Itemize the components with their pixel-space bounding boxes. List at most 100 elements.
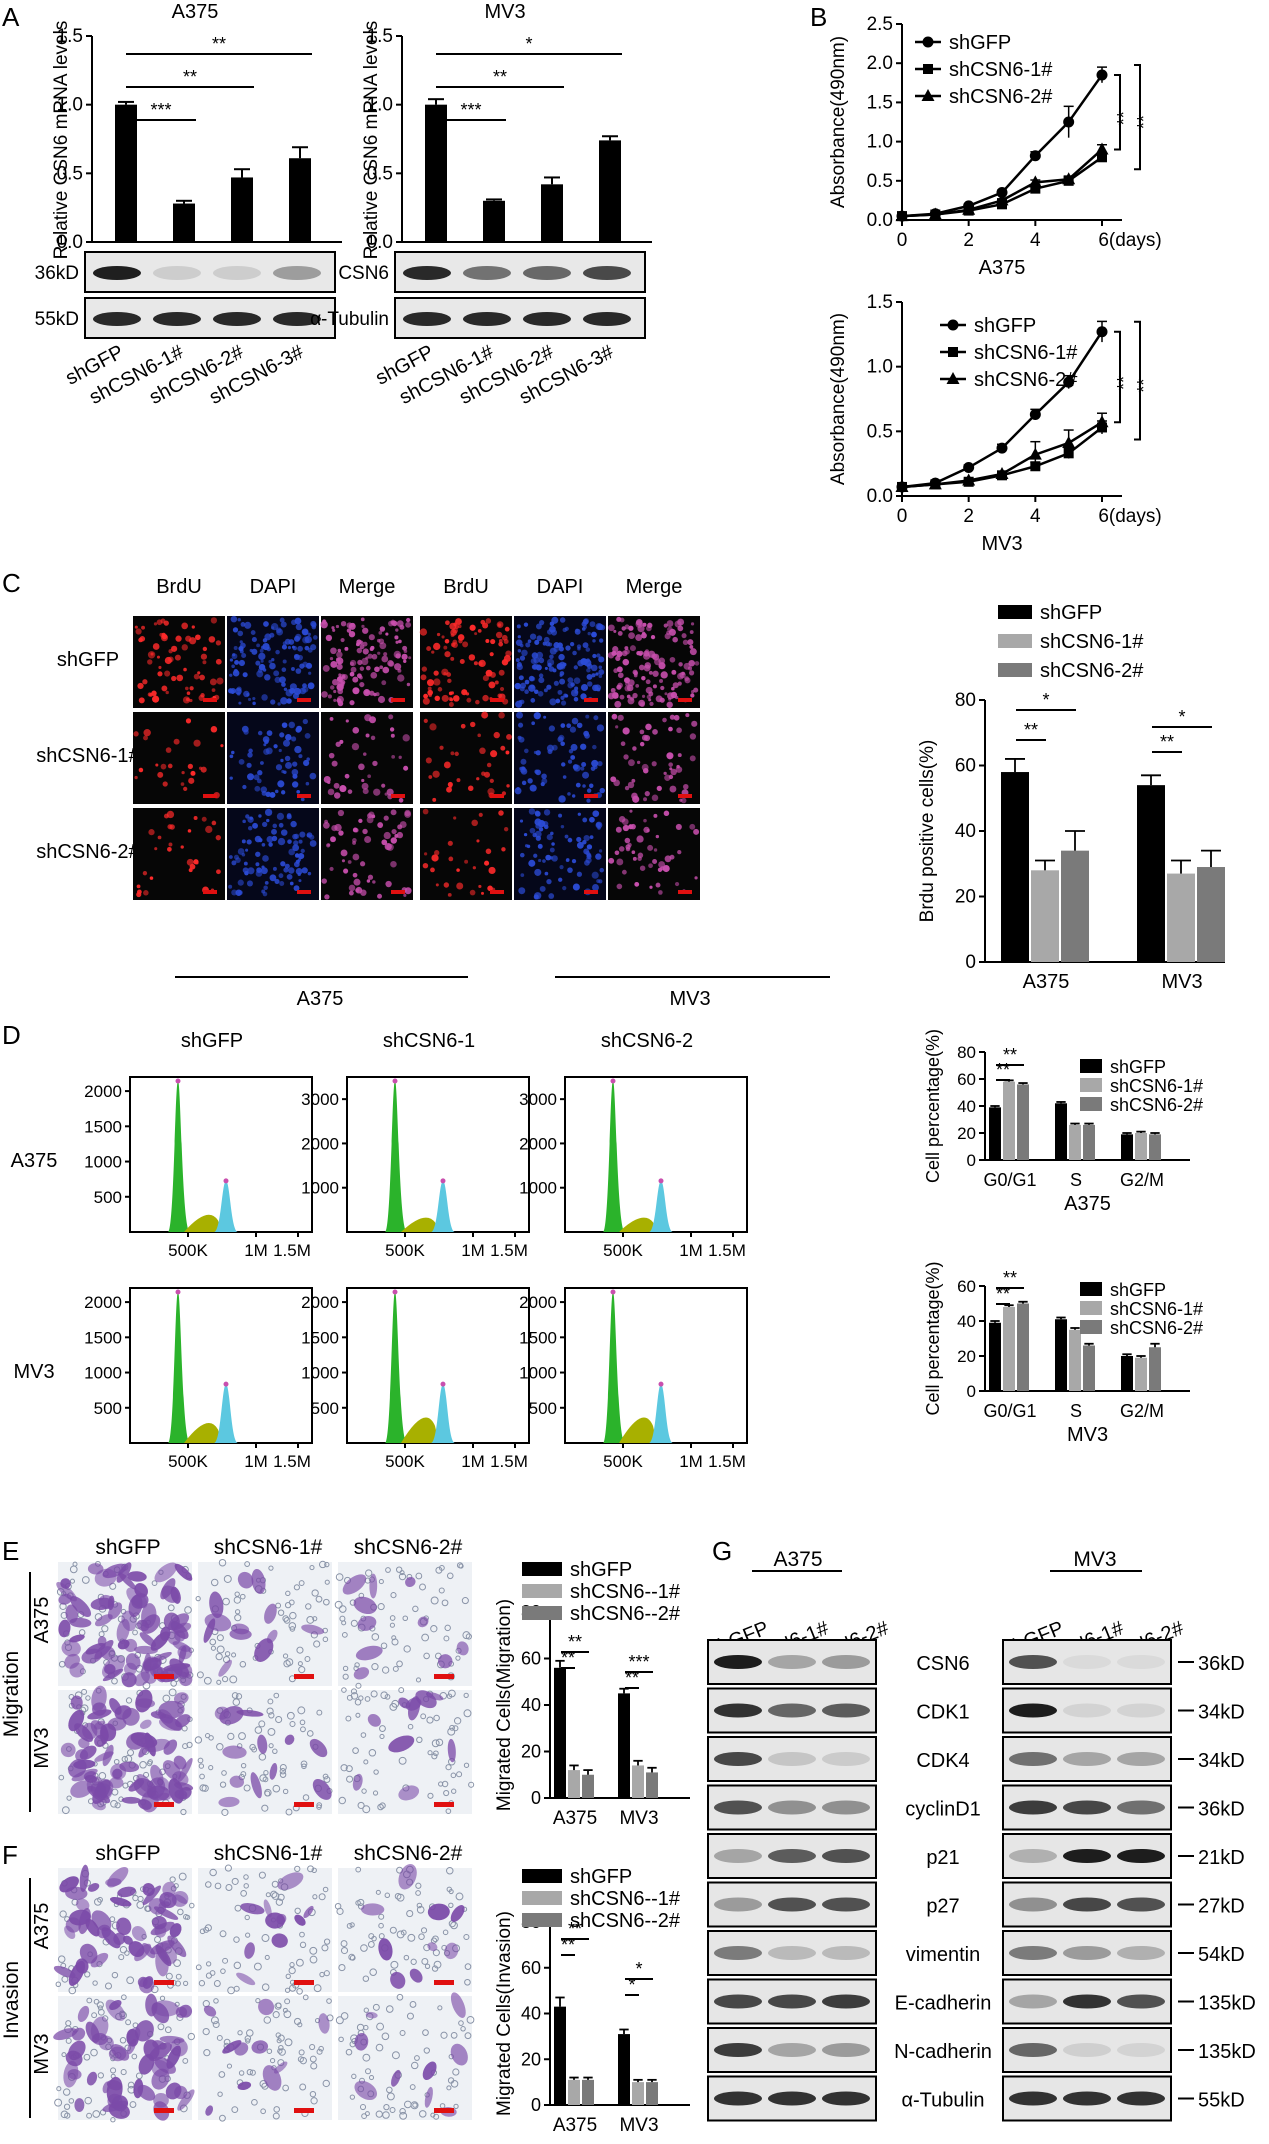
panel-e-pore	[420, 1713, 427, 1720]
panel-c-nucleus	[621, 626, 626, 631]
panel-c-group-label: MV3	[669, 988, 710, 1010]
panel-f-pore	[92, 1980, 98, 1986]
panel-c-nucleus	[498, 669, 505, 676]
panel-b-point	[996, 442, 1008, 454]
panel-e-pore	[371, 1663, 379, 1671]
panel-g-band	[1063, 1849, 1111, 1863]
panel-c-nucleus	[677, 681, 682, 686]
panel-g-band	[714, 1800, 762, 1815]
panel-g-band	[1009, 1655, 1057, 1669]
panel-f-chart-bar	[568, 2079, 580, 2105]
panel-f-cell	[258, 1998, 275, 2016]
panel-f-pore	[284, 1987, 291, 1993]
panel-f-pore	[224, 1864, 232, 1872]
panel-a-band	[93, 312, 141, 326]
panel-e-pore	[110, 1799, 118, 1808]
panel-f-pore	[233, 1985, 240, 1992]
panel-f-pore	[309, 1946, 318, 1955]
panel-e-pore	[338, 1605, 347, 1613]
panel-c-nucleus	[162, 781, 168, 787]
panel-c-nucleus	[472, 866, 476, 870]
panel-c-nucleus	[263, 748, 270, 755]
panel-e-cell	[173, 1692, 189, 1705]
panel-e-pore	[221, 1770, 227, 1776]
panel-e-pore	[365, 1569, 373, 1577]
panel-c-nucleus	[504, 626, 510, 632]
panel-d-chart-mv3-category: S	[1070, 1401, 1082, 1421]
panel-c-nucleus	[688, 666, 693, 671]
panel-f-cell	[113, 1932, 126, 1945]
panel-e-cell	[91, 1800, 106, 1811]
panel-f-cell	[398, 1863, 417, 1890]
panel-c-nucleus	[506, 733, 512, 740]
panel-d-g2-peak	[214, 1384, 238, 1443]
panel-f-cell	[150, 1921, 175, 1936]
panel-c-nucleus	[447, 892, 452, 897]
panel-c-nucleus	[467, 785, 474, 791]
panel-f-chart-legend-text: shCSN6--2#	[570, 1910, 681, 1932]
panel-c-nucleus	[210, 726, 218, 733]
panel-f-cell	[151, 2068, 170, 2090]
panel-g-band	[822, 2043, 870, 2057]
panel-c-micrograph-bg	[420, 808, 512, 900]
panel-e-cell	[75, 1749, 89, 1762]
panel-b-legend-text: shCSN6-1#	[949, 59, 1053, 81]
panel-c-nucleus	[184, 686, 189, 691]
panel-d-peak-tip	[392, 1289, 398, 1295]
panel-c-nucleus	[689, 670, 695, 676]
panel-f-pore	[233, 1961, 242, 1970]
panel-c-chart-ylabel: Brdu positive cells(%)	[917, 740, 938, 923]
panel-b-sig-bracket	[1134, 320, 1141, 441]
panel-f-cell	[170, 2038, 188, 2057]
panel-d-chart-a375-legend-swatch	[1080, 1059, 1102, 1073]
panel-c-nucleus	[309, 840, 317, 847]
panel-c-nucleus	[468, 654, 476, 661]
panel-d-x-tick-label: 1.5M	[273, 1241, 311, 1260]
panel-e-pore	[370, 1690, 378, 1698]
panel-e-cell	[118, 1572, 137, 1590]
panel-f-pore	[448, 1902, 454, 1908]
panel-e-pore	[288, 1622, 297, 1630]
panel-c-nucleus	[655, 695, 663, 703]
panel-a-y-mv3-tick-label: 1.5	[367, 26, 393, 47]
panel-c-nucleus	[655, 834, 660, 839]
panel-c-nucleus	[452, 627, 458, 634]
panel-c-nucleus	[694, 876, 698, 880]
panel-e-pore	[462, 1631, 471, 1640]
panel-c-nucleus	[650, 634, 656, 640]
panel-c-nucleus	[595, 821, 603, 829]
panel-g-band	[1117, 1897, 1165, 1912]
panel-c-nucleus	[345, 719, 349, 723]
panel-c-nucleus	[399, 821, 407, 829]
panel-a-title-mv3: MV3	[484, 1, 525, 23]
panel-a-sig-label: ***	[150, 100, 171, 120]
panel-c-nucleus	[344, 773, 350, 779]
panel-d-peak-tip	[610, 1289, 616, 1295]
panel-c-nucleus	[689, 644, 694, 649]
panel-a-band	[213, 266, 261, 280]
panel-g-band	[822, 1994, 870, 2009]
panel-c-nucleus	[582, 840, 587, 845]
panel-e-pore	[261, 1804, 269, 1812]
panel-c-nucleus	[243, 861, 248, 866]
panel-c-nucleus	[656, 785, 662, 792]
panel-c-nucleus	[537, 820, 546, 828]
panel-d-histogram	[342, 1076, 530, 1237]
panel-g-size-label: 55kD	[1198, 2090, 1245, 2112]
panel-c-nucleus	[229, 673, 233, 677]
panel-e-cell	[398, 1785, 420, 1801]
panel-e-pore	[431, 1753, 438, 1760]
panel-f-pore	[307, 1865, 315, 1873]
panel-c-nucleus	[586, 673, 593, 680]
panel-c-nucleus	[385, 880, 392, 888]
panel-c-nucleus	[526, 844, 531, 849]
panel-c-nucleus	[569, 726, 577, 733]
panel-c-nucleus	[443, 645, 448, 650]
panel-c-nucleus	[648, 670, 653, 675]
panel-c-micrograph	[420, 711, 512, 804]
panel-f-pore	[240, 1890, 248, 1897]
panel-c-micrograph	[133, 712, 225, 804]
panel-c-nucleus	[398, 797, 404, 803]
panel-c-nucleus	[275, 649, 280, 655]
panel-c-nucleus	[622, 727, 630, 735]
